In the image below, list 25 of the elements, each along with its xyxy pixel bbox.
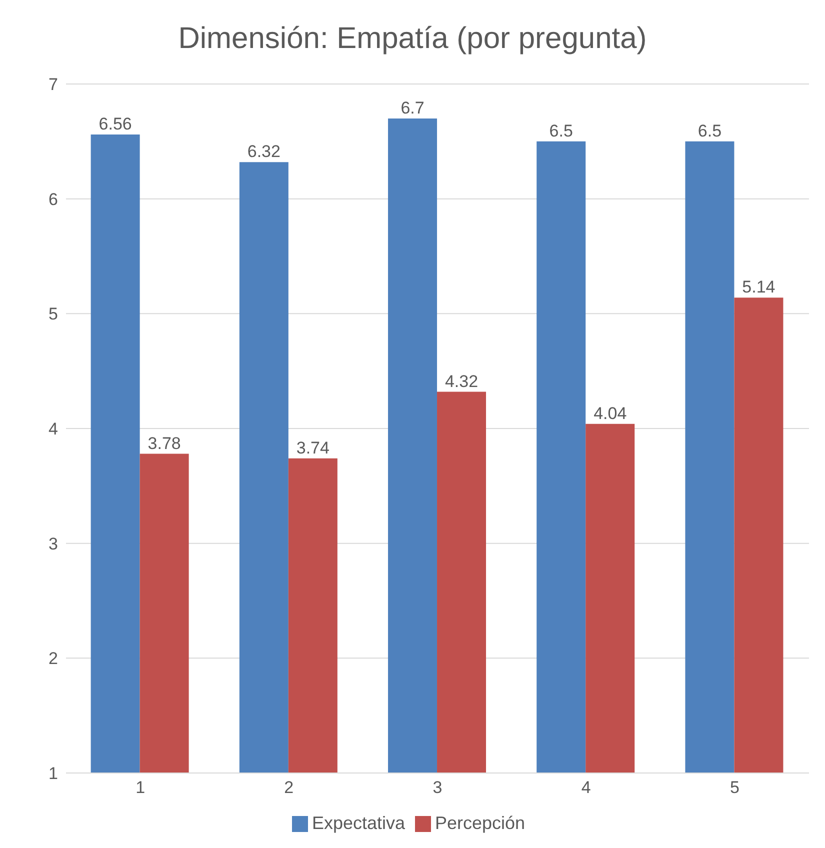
x-tick-label: 1 [136, 778, 146, 798]
data-label: 6.56 [98, 114, 132, 134]
y-tick-label: 5 [48, 304, 58, 324]
data-label: 6.5 [549, 121, 573, 140]
y-tick-label: 2 [48, 649, 58, 668]
x-tick-label: 5 [730, 778, 740, 798]
chart-title: Dimensión: Empatía (por pregunta) [177, 21, 648, 57]
data-label: 3.74 [296, 438, 330, 458]
data-label: 3.78 [148, 434, 181, 453]
x-tick-label: 3 [432, 778, 442, 798]
legend-label: Expectativa [312, 813, 405, 833]
data-label: 4.32 [444, 372, 478, 391]
data-label: 4.04 [594, 404, 627, 423]
x-tick-label: 2 [284, 778, 294, 798]
data-label: 5.14 [742, 278, 776, 297]
x-tick-label: 4 [581, 778, 591, 798]
data-label: 6.7 [400, 98, 424, 118]
y-tick-label: 7 [48, 75, 58, 94]
y-tick-label: 3 [48, 534, 58, 554]
legend-label: Percepción [435, 813, 526, 833]
data-label: 6.5 [698, 121, 722, 140]
y-tick-label: 4 [48, 420, 58, 439]
y-tick-label: 1 [48, 764, 58, 784]
y-tick-label: 6 [48, 190, 58, 209]
data-label: 6.32 [247, 142, 280, 162]
